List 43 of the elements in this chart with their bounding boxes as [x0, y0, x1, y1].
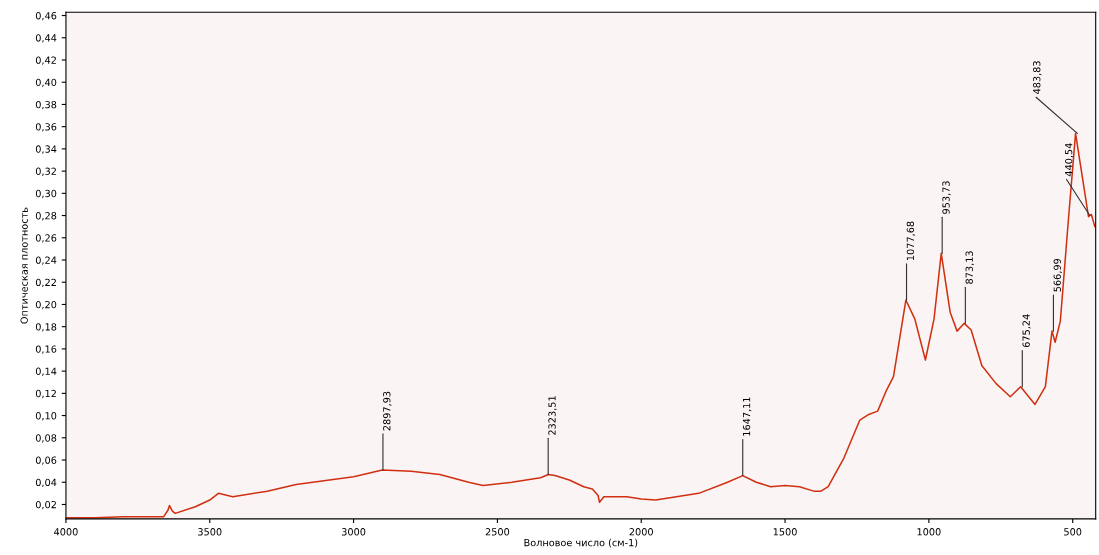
y-tick-label: 0,30 — [35, 189, 57, 199]
y-tick-label: 0,22 — [35, 278, 56, 288]
y-tick-label: 0,20 — [35, 300, 57, 310]
y-tick-label: 0,06 — [35, 456, 57, 465]
y-tick-label: 0,38 — [35, 100, 57, 110]
y-axis-title: Оптическая плотность — [20, 207, 28, 324]
x-tick-label: 500 — [1064, 528, 1082, 536]
y-tick-label: 0,02 — [35, 500, 56, 510]
y-tick-label: 0,36 — [35, 123, 57, 132]
annotation: 1647,11 — [742, 397, 752, 436]
y-tick-label: 0,46 — [35, 12, 57, 21]
y-tick-label: 0,12 — [35, 389, 56, 399]
y-tick-label: 0,14 — [35, 367, 57, 376]
x-tick-label: 3000 — [341, 528, 366, 536]
y-tick-label: 0,16 — [35, 345, 57, 354]
y-tick-label: 0,34 — [35, 145, 57, 154]
y-tick-label: 0,26 — [35, 234, 57, 243]
y-tick-label: 0,28 — [35, 212, 57, 221]
y-tick-label: 0,18 — [35, 323, 57, 332]
y-tick-label: 0,32 — [35, 167, 56, 176]
annotation: 2897,93 — [383, 391, 392, 431]
x-tick-label: 1500 — [773, 528, 797, 536]
y-tick-label: 0,10 — [35, 412, 57, 421]
x-tick-label: 3500 — [198, 528, 222, 536]
annotation: 440,54 — [1064, 143, 1074, 177]
annotation: 1077,68 — [906, 221, 916, 261]
annotation: 2323,51 — [548, 396, 557, 435]
y-tick-label: 0,42 — [35, 56, 56, 65]
y-tick-label: 0,44 — [35, 34, 57, 43]
x-tick-label: 2000 — [629, 528, 653, 536]
annotation: 873,13 — [965, 251, 974, 284]
annotation: 953,73 — [942, 181, 951, 214]
annotation: 483,83 — [1033, 61, 1042, 94]
y-tick-label: 0,40 — [35, 78, 57, 88]
y-tick-label: 0,24 — [35, 256, 57, 265]
y-tick-label: 0,08 — [35, 434, 57, 443]
x-tick-label: 1000 — [917, 528, 941, 536]
x-tick-label: 4000 — [54, 528, 78, 536]
y-tick-label: 0,04 — [35, 478, 57, 488]
annotation: 566,99 — [1053, 258, 1062, 292]
x-tick-label: 2500 — [485, 528, 510, 536]
x-axis-title: Волновое число (см-1) — [524, 538, 638, 548]
annotation: 675,24 — [1022, 314, 1031, 348]
